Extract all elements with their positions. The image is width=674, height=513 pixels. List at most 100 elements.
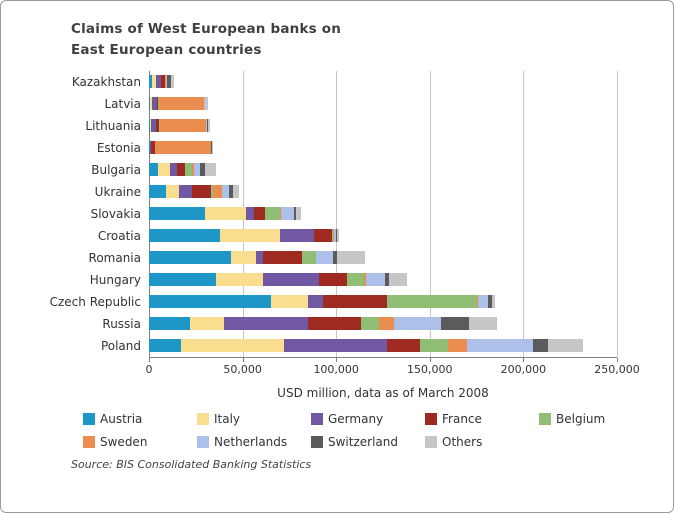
category-label: Lithuania xyxy=(85,118,141,133)
bar-segment-belgium xyxy=(265,207,280,221)
bar-segment-france xyxy=(319,273,348,287)
bar-segment-netherlands xyxy=(394,317,441,331)
bar-segment-netherlands xyxy=(316,251,334,265)
legend-label: Belgium xyxy=(556,411,606,426)
bar-segment-austria xyxy=(149,119,150,133)
legend-item-germany: Germany xyxy=(311,412,425,426)
bar-stack xyxy=(149,251,617,265)
legend-label: Netherlands xyxy=(214,434,288,449)
bar-row xyxy=(149,159,617,181)
bar-segment-austria xyxy=(149,141,150,155)
bar-row xyxy=(149,291,617,313)
bar-row xyxy=(149,225,617,247)
bar-segment-italy xyxy=(158,163,170,177)
bar-segment-austria xyxy=(149,229,221,243)
bar-segment-netherlands xyxy=(193,163,200,177)
legend-item-austria: Austria xyxy=(83,412,197,426)
bar-stack xyxy=(149,141,617,155)
bar-segment-netherlands xyxy=(206,119,208,133)
legend-swatch xyxy=(311,412,323,425)
bar-segment-netherlands xyxy=(478,295,488,309)
legend-label: Austria xyxy=(100,411,143,426)
bar-row xyxy=(149,269,617,291)
bar-segment-others xyxy=(207,119,210,133)
bar-segment-france xyxy=(263,251,303,265)
bar-segment-others xyxy=(469,317,498,331)
legend-label: Sweden xyxy=(100,434,148,449)
bar-segment-france xyxy=(308,317,361,331)
bar-segment-switzerland xyxy=(229,185,234,199)
bar-stack xyxy=(149,207,617,221)
bar-segment-switzerland xyxy=(204,97,206,111)
source-note: Source: BIS Consolidated Banking Statist… xyxy=(71,457,312,471)
category-label: Czech Republic xyxy=(49,294,141,309)
bar-segment-netherlands xyxy=(467,339,533,353)
bar-segment-austria xyxy=(149,251,232,265)
bar-segment-switzerland xyxy=(440,317,470,331)
x-axis-row: 0 50,000 100,000 150,000 200,000 250,000 xyxy=(9,357,665,378)
bar-segment-others xyxy=(388,273,408,287)
bar-segment-others xyxy=(337,251,366,265)
tick-mark xyxy=(617,357,618,362)
legend-item-netherlands: Netherlands xyxy=(197,435,311,449)
bar-segment-sweden xyxy=(476,295,479,309)
bar-segment-switzerland xyxy=(199,163,206,177)
bar-segment-germany xyxy=(151,97,158,111)
bar-segment-austria xyxy=(149,207,206,221)
bar-segment-belgium xyxy=(302,251,316,265)
legend-swatch xyxy=(83,435,95,448)
bar-segment-austria xyxy=(149,317,191,331)
legend-swatch xyxy=(539,412,551,425)
bar-segment-italy xyxy=(180,339,284,353)
bar-stack xyxy=(149,295,617,309)
bar-segment-others xyxy=(295,207,301,221)
legend-swatch xyxy=(83,412,95,425)
y-axis-labels: Kazakhstan Latvia Lithuania Estonia Bulgaria… xyxy=(9,71,149,358)
legend-swatch xyxy=(197,412,209,425)
legend-row: Austria Italy Germany France Belgium xyxy=(83,412,665,426)
bar-stack xyxy=(149,185,617,199)
x-axis-label: USD million, data as of March 2008 xyxy=(277,385,489,400)
bar-segment-france xyxy=(192,185,211,199)
bar-segment-netherlands xyxy=(203,97,205,111)
bar-segment-others xyxy=(491,295,496,309)
bar-row xyxy=(149,335,617,357)
bar-segment-switzerland xyxy=(532,339,548,353)
legend-item-france: France xyxy=(425,412,539,426)
bar-segment-others xyxy=(205,163,217,177)
category-label: Ukraine xyxy=(94,184,141,199)
bar-segment-france xyxy=(323,295,387,309)
bar-segment-france xyxy=(253,207,266,221)
bar-segment-germany xyxy=(246,207,254,221)
bar-segment-switzerland xyxy=(207,119,208,133)
bar-segment-germany xyxy=(280,229,314,243)
legend: Austria Italy Germany France Belgium Sweden Ne… xyxy=(83,412,665,449)
bar-segment-italy xyxy=(190,317,224,331)
bar-segment-germany xyxy=(150,119,157,133)
bar-segment-sweden xyxy=(159,119,207,133)
bar-segment-france xyxy=(157,97,159,111)
gridline xyxy=(336,70,338,357)
bar-segment-others xyxy=(547,339,584,353)
bar-segment-belgium xyxy=(386,295,477,309)
bar-segment-germany xyxy=(178,185,193,199)
category-label: Poland xyxy=(100,338,141,353)
legend-label: Others xyxy=(442,434,483,449)
bar-segment-italy xyxy=(220,229,281,243)
legend-swatch xyxy=(311,435,323,448)
bar-stack xyxy=(149,163,617,177)
legend-item-switzerland: Switzerland xyxy=(311,435,425,449)
bar-segment-switzerland xyxy=(335,229,337,243)
bar-stack xyxy=(149,273,617,287)
gridline xyxy=(523,70,525,357)
bar-segment-sweden xyxy=(315,251,317,265)
legend-swatch xyxy=(197,435,209,448)
bar-segment-austria xyxy=(149,273,217,287)
plot-wrapper: Kazakhstan Latvia Lithuania Estonia Bulgaria… xyxy=(9,70,665,358)
chart-title: Claims of West European banks on East Eu… xyxy=(71,19,665,61)
bar-segment-italy xyxy=(151,75,156,89)
bar-segment-netherlands xyxy=(166,75,168,89)
bar-segment-belgium xyxy=(420,339,449,353)
bar-segment-sweden xyxy=(158,97,204,111)
x-axis-spacer xyxy=(9,358,149,378)
